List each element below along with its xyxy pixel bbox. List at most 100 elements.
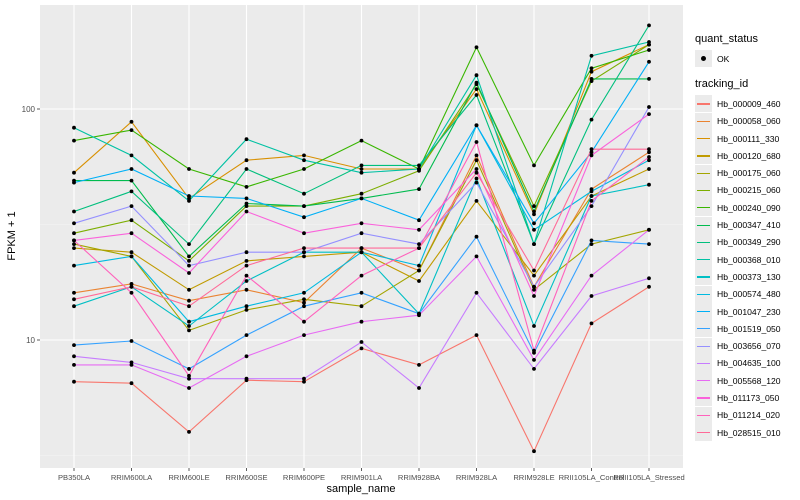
data-point xyxy=(129,167,134,171)
legend-entry: Hb_000368_010 xyxy=(695,251,797,269)
data-point xyxy=(417,386,421,390)
data-point xyxy=(589,77,594,81)
data-point xyxy=(302,231,306,236)
data-point xyxy=(589,189,594,194)
line-swatch-icon xyxy=(695,303,712,320)
data-point xyxy=(474,45,479,50)
data-point xyxy=(474,153,479,158)
legend-entry: Hb_000240_090 xyxy=(695,199,797,217)
data-point xyxy=(302,191,306,196)
data-point xyxy=(474,234,479,239)
line-swatch-icon xyxy=(695,199,712,217)
data-point xyxy=(302,246,306,251)
legend-title-quant-status: quant_status xyxy=(695,33,758,45)
legend-label: OK xyxy=(717,53,730,64)
data-point xyxy=(532,367,536,371)
data-point xyxy=(417,363,421,367)
legend-entry: Hb_000111_330 xyxy=(695,130,797,148)
y-tick-label: 10 xyxy=(26,336,35,345)
data-point xyxy=(359,231,364,236)
data-point xyxy=(532,449,536,454)
data-point xyxy=(532,221,536,226)
legend-title-tracking-id: tracking_id xyxy=(695,78,749,91)
data-point xyxy=(532,268,536,273)
line-swatch-icon xyxy=(695,389,712,407)
data-point xyxy=(647,276,651,281)
legend-label: Hb_000349_290 xyxy=(717,237,781,248)
legend-entry: Hb_003656_070 xyxy=(695,337,797,355)
data-point xyxy=(647,167,651,171)
data-point xyxy=(129,339,134,343)
data-point xyxy=(129,153,134,158)
line-swatch-icon xyxy=(695,95,712,113)
data-point xyxy=(244,137,249,142)
data-point xyxy=(129,290,134,295)
legend-label: Hb_011173_050 xyxy=(717,392,780,403)
data-point xyxy=(647,112,651,116)
y-axis-title: FPKM + 1 xyxy=(6,211,18,260)
legend-label: Hb_011214_020 xyxy=(717,410,780,421)
line-swatch-icon xyxy=(695,112,712,130)
legend-label: Hb_000240_090 xyxy=(717,202,781,213)
data-point xyxy=(474,333,479,337)
data-point xyxy=(474,73,479,78)
data-point xyxy=(187,259,191,263)
data-point xyxy=(244,158,249,163)
data-point xyxy=(72,290,76,295)
data-point xyxy=(474,80,479,85)
data-point xyxy=(417,263,421,268)
data-point xyxy=(532,163,536,168)
data-point xyxy=(417,187,421,192)
data-point xyxy=(532,273,536,278)
data-point xyxy=(244,287,249,292)
data-point xyxy=(532,348,536,353)
data-point xyxy=(72,343,76,347)
legend-entry: Hb_000574_480 xyxy=(695,285,797,303)
color-legend: Hb_000009_460 Hb_000058_060 Hb_000111_330 H… xyxy=(695,95,797,442)
data-point xyxy=(359,221,364,226)
data-point xyxy=(72,231,76,236)
data-point xyxy=(589,147,594,152)
legend-entry: Hb_011214_020 xyxy=(695,406,797,424)
point-icon xyxy=(695,50,712,68)
data-point xyxy=(417,246,421,251)
data-point xyxy=(244,204,249,209)
data-point xyxy=(589,294,594,298)
x-axis: PB350LA RRIM600LA RRIM600LE RRIM600SE RRIM60… xyxy=(58,468,685,482)
data-point xyxy=(244,167,249,171)
data-point xyxy=(302,300,306,305)
y-axis: 10 100 xyxy=(22,105,40,345)
line-swatch-icon xyxy=(695,268,712,286)
legend-label: Hb_005568_120 xyxy=(717,375,781,386)
data-point xyxy=(244,259,249,263)
data-point xyxy=(589,273,594,278)
data-point xyxy=(302,215,306,220)
data-point xyxy=(589,69,594,74)
data-point xyxy=(244,185,249,189)
data-point xyxy=(532,358,536,362)
data-point xyxy=(72,297,76,302)
x-tick-label: RRII105LA_Stressed xyxy=(613,473,684,482)
data-point xyxy=(129,284,134,289)
data-point xyxy=(417,218,421,223)
x-tick-label: RRIM928LE xyxy=(513,473,554,482)
x-tick-label: RRIM600SE xyxy=(225,473,267,482)
legend: quant_status OK tracking_id Hb_000009_46… xyxy=(695,32,797,442)
line-swatch-icon xyxy=(695,337,712,355)
data-point xyxy=(187,167,191,171)
data-point xyxy=(72,379,76,384)
legend-entry: Hb_000349_290 xyxy=(695,233,797,251)
data-point xyxy=(359,290,364,295)
data-point xyxy=(647,158,651,163)
data-point xyxy=(302,250,306,255)
data-point xyxy=(647,23,651,28)
data-point xyxy=(244,209,249,214)
legend-label: Hb_000120_680 xyxy=(717,150,781,161)
data-point xyxy=(417,167,421,171)
legend-label: Hb_000368_010 xyxy=(717,254,781,265)
data-point xyxy=(302,158,306,163)
data-point xyxy=(589,53,594,58)
legend-label: Hb_004635_100 xyxy=(717,358,781,369)
data-point xyxy=(129,218,134,223)
